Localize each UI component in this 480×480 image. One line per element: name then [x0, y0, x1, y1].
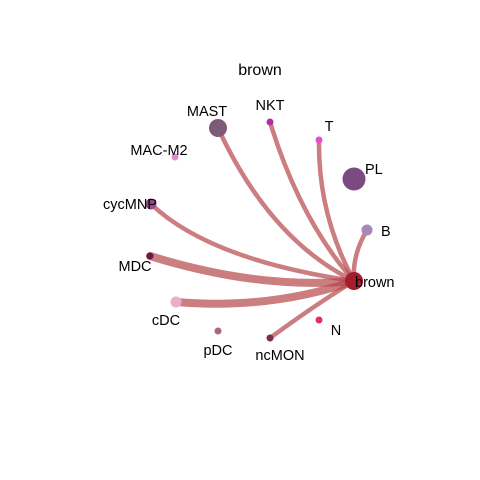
edge-ncmon-to-brown: [267, 278, 357, 341]
node-label-nkt: NKT: [256, 98, 285, 114]
node-label-mac-m2: MAC-M2: [130, 143, 187, 159]
edge-cycmnp-to-brown: [148, 201, 357, 284]
node-label-n: N: [331, 323, 341, 339]
node-mast: [209, 119, 227, 137]
edge-t-to-brown: [316, 137, 357, 284]
node-ncmon: [266, 334, 274, 342]
edge-nkt-to-brown: [267, 119, 357, 284]
node-label-mast: MAST: [187, 104, 227, 120]
node-label-pl: PL: [365, 162, 383, 178]
node-pdc: [214, 327, 222, 335]
node-b: [361, 224, 373, 236]
node-label-pdc: pDC: [203, 343, 232, 359]
node-label-brown: brown: [355, 275, 395, 291]
node-nkt: [266, 118, 274, 126]
node-label-cdc: cDC: [152, 313, 180, 329]
node-pl: [342, 167, 366, 191]
node-mac-m2: [171, 153, 179, 161]
node-cdc: [170, 296, 182, 308]
nodes-layer: [145, 118, 373, 342]
node-label-mdc: MDC: [118, 259, 151, 275]
edge-cdc-to-brown: [172, 277, 358, 308]
edges-layer: [146, 119, 370, 341]
node-label-b: B: [381, 224, 391, 240]
node-mdc: [146, 252, 154, 260]
node-label-ncmon: ncMON: [255, 348, 304, 364]
edge-mdc-to-brown: [146, 252, 358, 287]
node-n: [315, 316, 323, 324]
node-cycmnp: [145, 198, 157, 210]
node-label-t: T: [325, 119, 334, 135]
node-t: [315, 136, 323, 144]
node-label-cycmnp: cycMNP: [103, 197, 157, 213]
edge-mast-to-brown: [215, 125, 357, 284]
plot-title: brown: [238, 62, 282, 79]
node-brown: [345, 272, 363, 290]
